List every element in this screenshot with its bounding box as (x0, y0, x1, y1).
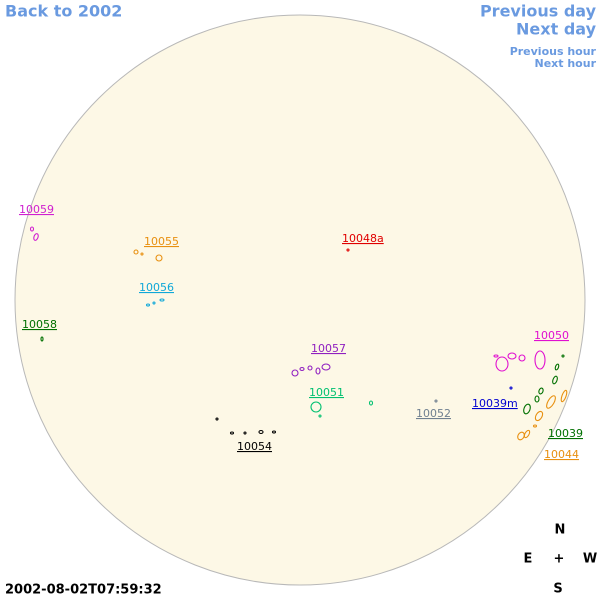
region-label[interactable]: 10051 (309, 386, 344, 399)
region-label[interactable]: 10059 (19, 203, 54, 216)
region-label[interactable]: 10057 (311, 342, 346, 355)
sunspot-contour (538, 387, 544, 395)
region-label[interactable]: 10054 (237, 440, 272, 453)
sunspot-contour (534, 350, 546, 370)
region-label[interactable]: 10052 (416, 407, 451, 420)
sunspot-contour (145, 303, 151, 307)
sunspot-contour (258, 429, 264, 435)
sunspot-contour (493, 354, 499, 358)
compass-e: E (524, 552, 533, 567)
sunspot-contour (346, 248, 350, 252)
sunspot-contour (152, 301, 156, 305)
sunspot-contour (155, 254, 163, 262)
region-label[interactable]: 10048a (342, 232, 384, 245)
sunspot-contour (560, 389, 568, 403)
sunspot-contour (140, 252, 144, 256)
region-label[interactable]: 10058 (22, 318, 57, 331)
sunspot-contour (517, 431, 525, 441)
region-label[interactable]: 10044 (544, 448, 579, 461)
region-label[interactable]: 10055 (144, 235, 179, 248)
sunspot-contour (368, 400, 374, 406)
region-label[interactable]: 10039m (472, 397, 518, 410)
sunspot-contour (318, 414, 322, 418)
region-label[interactable]: 10050 (534, 329, 569, 342)
solar-disk (14, 14, 586, 586)
next-day-link[interactable]: Next day (516, 20, 597, 39)
sunspot-contour (534, 410, 544, 422)
compass-w: W (583, 552, 597, 567)
timestamp: 2002-08-02T07:59:32 (5, 583, 162, 598)
compass-center: + (554, 552, 565, 567)
compass-n: N (555, 523, 566, 538)
next-hour-link[interactable]: Next hour (535, 57, 597, 70)
sunspot-contour (29, 226, 35, 232)
sunspot-contour (561, 354, 565, 358)
sunspot-contour (434, 399, 438, 403)
sunspot-contour (315, 367, 321, 375)
sunspot-contour (215, 417, 219, 421)
sunspot-contour (243, 431, 247, 435)
sunspot-contour (229, 431, 235, 435)
sunspot-contour (532, 424, 538, 428)
region-label[interactable]: 10039 (548, 427, 583, 440)
sunspot-contour (507, 352, 517, 360)
sunspot-contour (299, 366, 305, 372)
prev-day-link[interactable]: Previous day (480, 2, 597, 21)
sunspot-contour (523, 429, 531, 439)
sunspot-contour (546, 395, 556, 409)
sunspot-contour (534, 395, 540, 403)
sunspot-contour (310, 401, 322, 413)
sunspot-contour (518, 354, 526, 362)
sunspot-contour (554, 363, 560, 371)
sunspot-contour (523, 403, 531, 415)
sunspot-contour (509, 386, 513, 390)
sunspot-contour (291, 369, 299, 377)
back-link[interactable]: Back to 2002 (5, 2, 122, 21)
sunspot-contour (495, 356, 509, 372)
sunspot-contour (271, 430, 277, 434)
sunspot-contour (33, 233, 39, 241)
prev-hour-link[interactable]: Previous hour (510, 45, 597, 58)
sunspot-contour (133, 249, 139, 255)
sunspot-contour (159, 298, 165, 302)
compass-s: S (553, 582, 562, 597)
sunspot-contour (307, 365, 313, 371)
sunspot-contour (40, 336, 44, 342)
sunspot-contour (321, 363, 331, 371)
region-label[interactable]: 10056 (139, 281, 174, 294)
sunspot-contour (552, 375, 558, 385)
